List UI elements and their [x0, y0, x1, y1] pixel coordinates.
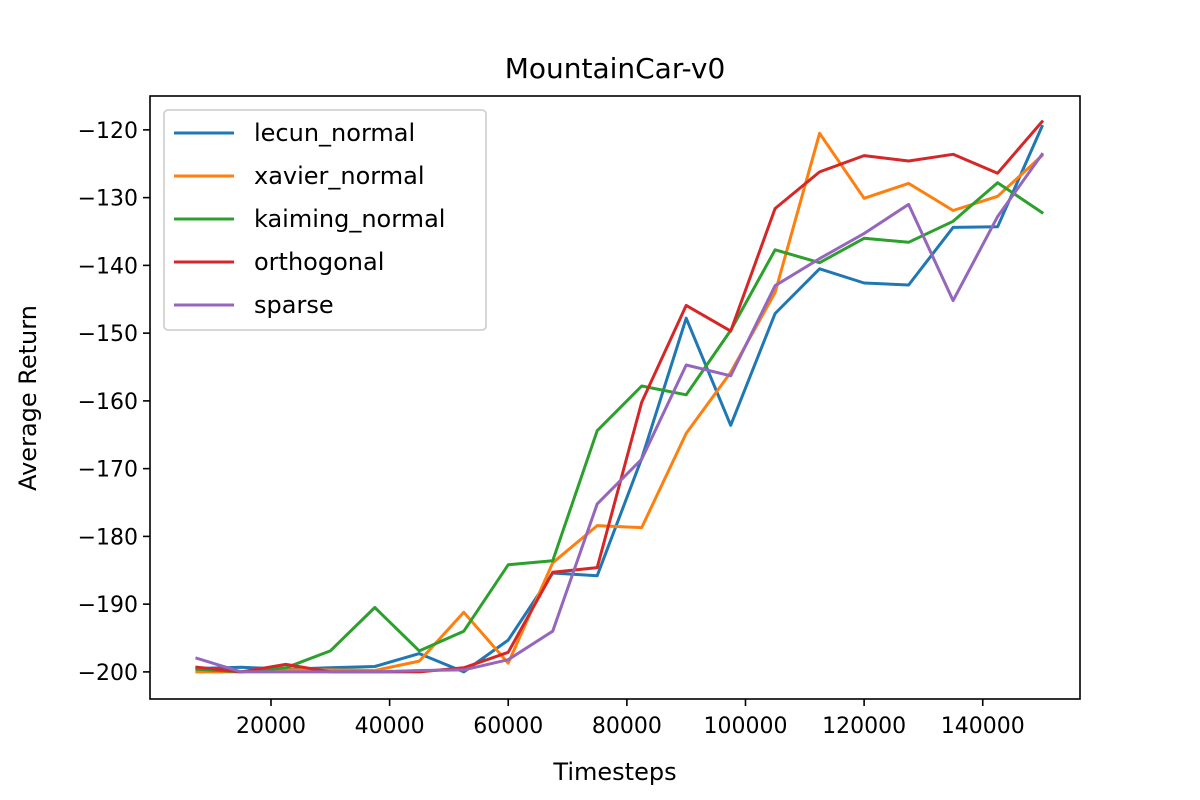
y-tick-label: −200	[78, 661, 138, 686]
y-tick-label: −130	[78, 187, 138, 212]
legend-label: kaiming_normal	[254, 205, 445, 233]
y-tick-label: −180	[78, 525, 138, 550]
series-line-kaiming-normal	[195, 181, 1045, 674]
plot-area	[195, 119, 1045, 674]
y-tick-label: −170	[78, 458, 138, 483]
y-axis-label: Average Return	[14, 305, 42, 491]
y-tick-label: −190	[78, 593, 138, 618]
axes-frame	[149, 95, 1081, 700]
x-tick-label: 80000	[592, 714, 662, 739]
legend-label: xavier_normal	[254, 162, 425, 190]
x-axis-label: Timesteps	[552, 758, 676, 786]
y-tick-label: −160	[78, 390, 138, 415]
legend-label: lecun_normal	[254, 119, 415, 147]
chart-title: MountainCar-v0	[505, 52, 726, 85]
x-tick-label: 20000	[236, 714, 306, 739]
series-line-xavier-normal	[195, 131, 1045, 674]
x-tick-label: 40000	[355, 714, 425, 739]
x-tick-label: 120000	[822, 714, 906, 739]
x-tick-label: 140000	[941, 714, 1025, 739]
series-line-sparse	[195, 152, 1045, 674]
y-tick-label: −140	[78, 254, 138, 279]
legend-label: sparse	[254, 291, 334, 319]
y-tick-label: −150	[78, 322, 138, 347]
x-tick-label: 100000	[703, 714, 787, 739]
legend-box	[163, 109, 487, 331]
legend: lecun_normal xavier_normal kaiming_normalo…	[163, 109, 487, 331]
y-tick-label: −120	[78, 119, 138, 144]
series-line-lecun-normal	[195, 124, 1044, 674]
x-tick-label: 60000	[473, 714, 543, 739]
legend-label: orthogonal	[254, 248, 384, 276]
axis-ticks: 20000 40000 60000 80000 100000 120000 140000 −1…	[78, 119, 1025, 739]
